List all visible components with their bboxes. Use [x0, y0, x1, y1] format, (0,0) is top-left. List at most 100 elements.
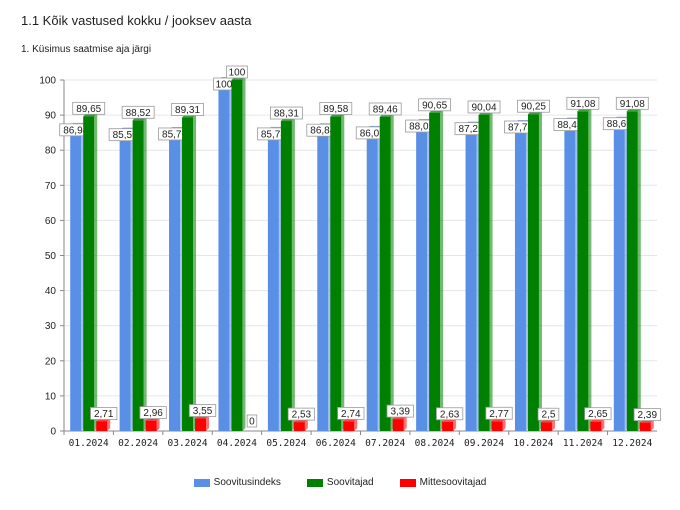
data-label: 2,74 — [341, 409, 361, 420]
bar-side — [156, 417, 160, 431]
data-label: 87,75 — [508, 122, 533, 133]
bar-soovitusindeks — [366, 128, 378, 432]
data-label-box — [121, 105, 155, 119]
x-tick-label: 09.2024 — [464, 438, 504, 449]
y-tick-label: 20 — [45, 356, 57, 367]
bar-mittesoovitajad — [392, 419, 404, 431]
bar-side — [453, 418, 457, 431]
data-label: 0 — [249, 417, 255, 428]
legend-item: Soovitajad — [306, 477, 374, 488]
data-label: 89,58 — [323, 104, 348, 115]
data-label: 90,25 — [521, 102, 546, 113]
bar-mittesoovitajad — [343, 421, 355, 431]
bar-side — [489, 111, 493, 432]
data-label: 89,31 — [175, 105, 200, 116]
legend-swatch — [306, 478, 323, 487]
data-label: 100 — [229, 68, 246, 79]
data-label: 86,07 — [360, 128, 385, 139]
legend-swatch — [193, 478, 210, 487]
data-label: 2,53 — [292, 410, 312, 421]
data-label: 2,39 — [638, 410, 658, 421]
bar-soovitusindeks — [317, 126, 329, 432]
y-tick-label: 30 — [45, 321, 57, 332]
data-label: 2,96 — [143, 408, 163, 419]
y-tick-label: 0 — [50, 427, 56, 438]
bar-soovitusindeks — [613, 119, 625, 432]
x-tick-label: 10.2024 — [513, 438, 553, 449]
x-tick-label: 02.2024 — [118, 438, 158, 449]
data-label-box — [386, 404, 414, 418]
data-label-box — [615, 96, 649, 110]
legend-label: Mittesoovitajad — [419, 477, 487, 488]
data-label: 85,56 — [113, 130, 138, 141]
bar-side — [440, 109, 444, 432]
data-label-box — [188, 404, 217, 417]
bar-soovitajad — [626, 111, 638, 431]
legend-label: Soovitajad — [326, 477, 374, 488]
data-label-box — [467, 100, 501, 114]
y-tick-label: 80 — [45, 146, 57, 157]
bar-side — [291, 118, 295, 432]
bar-soovitajad — [330, 116, 342, 431]
data-label-box — [319, 102, 353, 115]
bar-side — [341, 113, 345, 431]
legend-label: Soovitusindeks — [213, 477, 281, 488]
data-label-box — [171, 103, 204, 116]
bar-mittesoovitajad — [195, 418, 207, 431]
bar-soovitajad — [527, 114, 539, 431]
bar-chart: 0 10 20 30 40 50 60 70 80 90 100 01.2024 86,94 89,65 2… — [39, 65, 661, 449]
chart-subtitle: 1. Küsimus saatmise aja järgi — [21, 44, 152, 55]
bar-side — [242, 77, 246, 431]
bar-soovitusindeks — [119, 130, 131, 432]
bar-side — [193, 114, 197, 431]
bar-soovitusindeks — [564, 120, 576, 431]
data-label: 88,02 — [409, 122, 434, 133]
data-label: 2,63 — [440, 409, 460, 420]
data-label: 3,55 — [193, 406, 213, 417]
legend-item: Mittesoovitajad — [399, 477, 487, 488]
bar-soovitajad — [280, 121, 292, 432]
data-label: 2,71 — [94, 409, 114, 420]
data-label: 100 — [216, 80, 233, 91]
x-tick-label: 05.2024 — [266, 438, 306, 449]
data-label-box — [517, 99, 550, 113]
bar-soovitusindeks — [514, 122, 526, 431]
data-label: 3,39 — [390, 407, 410, 418]
data-label: 86,84 — [310, 126, 335, 137]
bar-side — [551, 419, 555, 431]
bar-mittesoovitajad — [639, 422, 651, 431]
x-tick-label: 06.2024 — [316, 438, 356, 449]
bar-soovitajad — [577, 111, 589, 431]
data-label-box — [72, 101, 106, 115]
bar-soovitusindeks — [218, 80, 230, 431]
bar-mittesoovitajad — [590, 421, 602, 431]
data-label-box — [633, 408, 661, 422]
bar-side — [637, 108, 641, 431]
bar-side — [403, 416, 407, 431]
data-label: 85,76 — [162, 129, 187, 140]
data-label-box — [418, 98, 452, 112]
bar-soovitajad — [83, 116, 95, 432]
data-label-box — [90, 407, 118, 420]
data-label: 88,31 — [274, 109, 299, 120]
data-label: 2,77 — [489, 409, 509, 420]
bar-soovitusindeks — [465, 124, 477, 431]
data-label: 87,27 — [459, 124, 484, 135]
bar-side — [143, 117, 147, 431]
y-tick-label: 100 — [39, 76, 56, 87]
x-tick-label: 01.2024 — [69, 438, 109, 449]
data-label: 86,94 — [63, 125, 88, 136]
x-tick-label: 07.2024 — [365, 438, 405, 449]
bar-soovitajad — [132, 120, 144, 431]
y-tick-label: 70 — [45, 181, 57, 192]
x-tick-label: 03.2024 — [168, 438, 208, 449]
bar-side — [502, 418, 506, 431]
data-label: 90,65 — [422, 100, 447, 111]
bar-side — [107, 418, 111, 431]
bar-mittesoovitajad — [293, 422, 305, 431]
bar-mittesoovitajad — [145, 420, 157, 431]
data-label: 89,65 — [76, 104, 101, 115]
x-tick-label: 08.2024 — [415, 438, 455, 449]
data-label-box — [246, 414, 258, 428]
y-tick-label: 40 — [45, 286, 57, 297]
